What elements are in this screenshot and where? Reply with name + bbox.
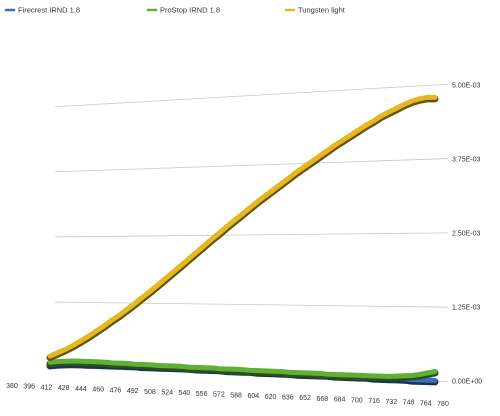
y-tick-label: 5.00E-03	[452, 83, 481, 90]
gridline	[54, 301, 449, 308]
legend-label: ProStop IRND 1.8	[160, 6, 220, 15]
x-tick-label: 668	[316, 396, 328, 403]
x-axis: 380 396 412 428 444 460 476 492 508 524 540 556 572 5…	[6, 383, 449, 408]
series-group	[46, 94, 439, 386]
x-tick-label: 684	[334, 397, 346, 404]
gridlines	[54, 83, 449, 382]
x-tick-label: 716	[368, 398, 380, 405]
x-tick-label: 700	[351, 397, 363, 404]
x-tick-label: 460	[92, 387, 104, 394]
x-tick-label: 428	[58, 385, 70, 392]
x-tick-label: 396	[23, 384, 35, 391]
series-prostop-irnd-1-8-line	[47, 358, 438, 379]
y-tick-label: 2.50E-03	[452, 231, 481, 238]
x-tick-label: 444	[75, 386, 87, 393]
x-tick-label: 620	[265, 394, 277, 401]
x-tick-label: 556	[196, 391, 208, 398]
x-tick-label: 748	[403, 400, 415, 407]
legend-label: Tungsten light	[298, 6, 346, 15]
x-tick-label: 380	[6, 383, 18, 390]
x-tick-label: 780	[437, 401, 449, 408]
x-tick-label: 636	[282, 395, 294, 402]
x-tick-label: 652	[299, 395, 311, 402]
gridline	[54, 158, 449, 173]
gridline	[54, 83, 449, 108]
y-tick-label: 0.00E+00	[452, 379, 482, 386]
series-tungsten-light-shadow	[46, 95, 439, 362]
gridline	[54, 232, 449, 238]
series-tungsten-light-line	[47, 94, 438, 359]
x-tick-label: 476	[110, 387, 122, 394]
x-tick-label: 492	[127, 388, 139, 395]
x-tick-label: 588	[230, 392, 242, 399]
x-tick-label: 572	[213, 392, 225, 399]
x-tick-label: 524	[161, 389, 173, 396]
x-tick-label: 508	[144, 389, 156, 396]
x-tick-label: 412	[41, 384, 53, 391]
y-tick-label: 3.75E-03	[452, 157, 481, 164]
x-tick-label: 604	[248, 393, 260, 400]
x-tick-label: 540	[179, 390, 191, 397]
legend-label: Firecrest IRND 1.8	[18, 6, 80, 15]
x-tick-label: 732	[385, 399, 397, 406]
y-tick-label: 1.25E-03	[452, 305, 481, 312]
x-tick-label: 764	[420, 400, 432, 407]
y-axis: 0.00E+00 1.25E-03 2.50E-03 3.75E-03 5.00E-03	[452, 83, 482, 386]
legend: Firecrest IRND 1.8 ProStop IRND 1.8 Tungst…	[4, 6, 346, 15]
